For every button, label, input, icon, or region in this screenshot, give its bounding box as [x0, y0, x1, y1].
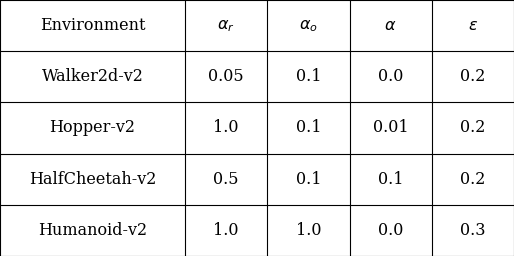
Text: Hopper-v2: Hopper-v2	[49, 120, 136, 136]
Text: 0.05: 0.05	[208, 68, 244, 85]
Text: 0.5: 0.5	[213, 171, 239, 188]
Text: 1.0: 1.0	[296, 222, 321, 239]
Text: 1.0: 1.0	[213, 222, 239, 239]
Text: $\epsilon$: $\epsilon$	[468, 17, 478, 34]
Text: Walker2d-v2: Walker2d-v2	[42, 68, 143, 85]
Text: 1.0: 1.0	[213, 120, 239, 136]
Text: 0.3: 0.3	[460, 222, 486, 239]
Text: $\alpha_r$: $\alpha_r$	[217, 17, 235, 34]
Text: 0.1: 0.1	[296, 68, 321, 85]
Text: HalfCheetah-v2: HalfCheetah-v2	[29, 171, 156, 188]
Text: 0.2: 0.2	[460, 68, 486, 85]
Text: Humanoid-v2: Humanoid-v2	[38, 222, 147, 239]
Text: 0.2: 0.2	[460, 120, 486, 136]
Text: 0.2: 0.2	[460, 171, 486, 188]
Text: $\alpha_o$: $\alpha_o$	[299, 17, 318, 34]
Text: $\alpha$: $\alpha$	[384, 17, 397, 34]
Text: 0.0: 0.0	[378, 222, 403, 239]
Text: 0.1: 0.1	[296, 171, 321, 188]
Text: Environment: Environment	[40, 17, 145, 34]
Text: 0.01: 0.01	[373, 120, 409, 136]
Text: 0.0: 0.0	[378, 68, 403, 85]
Text: 0.1: 0.1	[378, 171, 403, 188]
Text: 0.1: 0.1	[296, 120, 321, 136]
